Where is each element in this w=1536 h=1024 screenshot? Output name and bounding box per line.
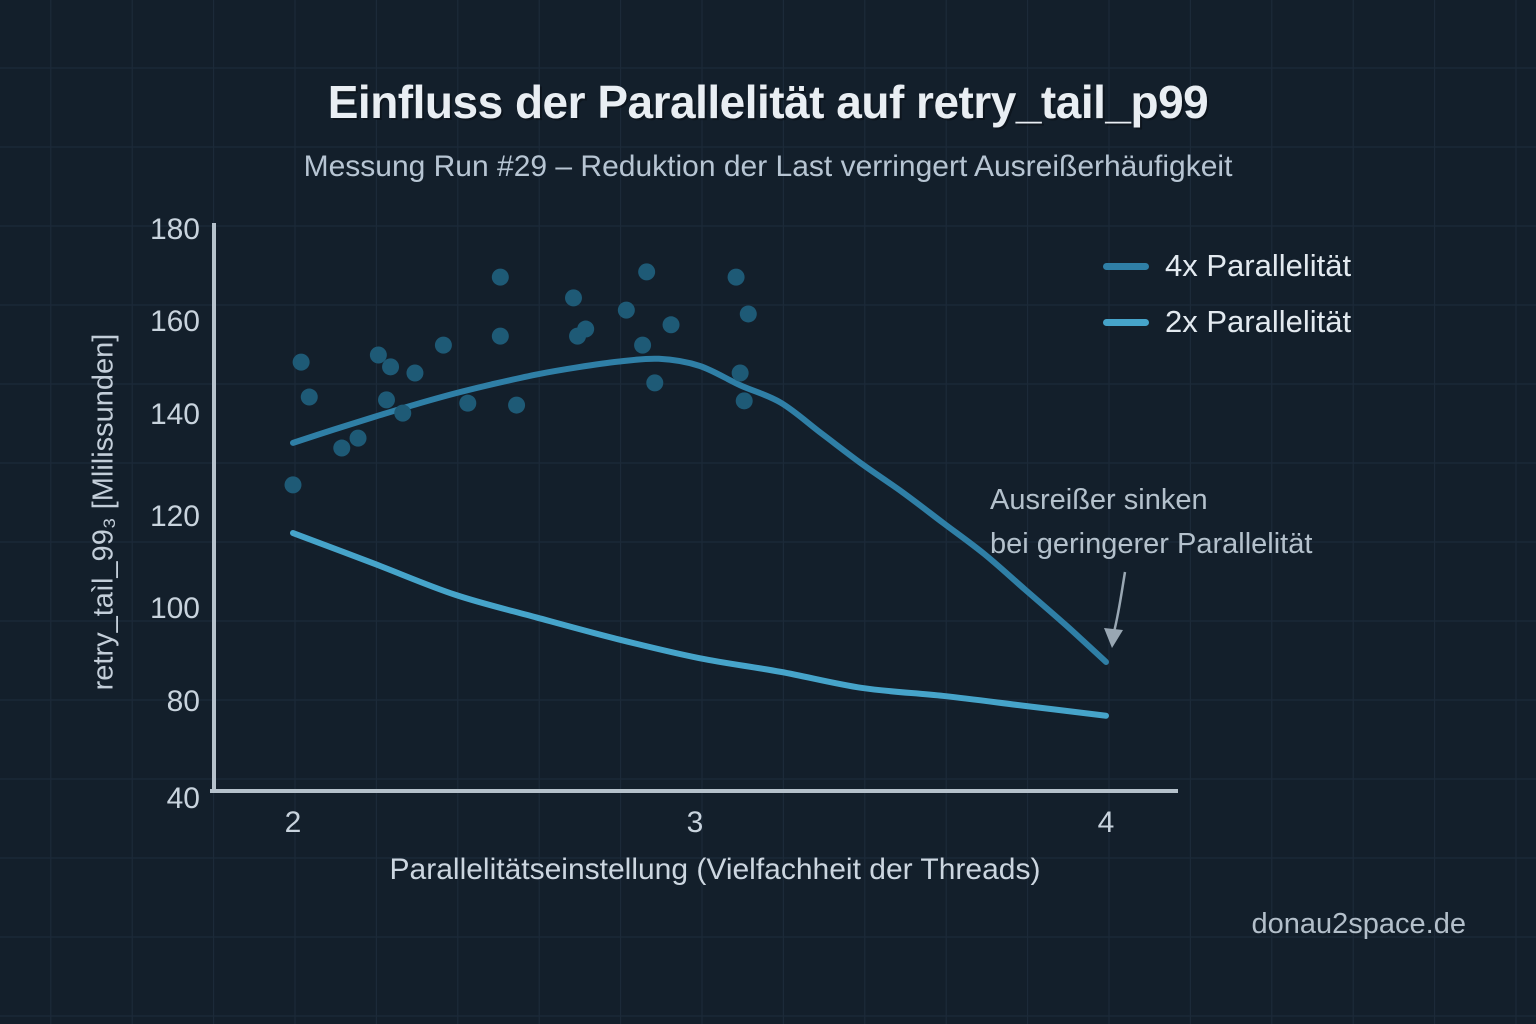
watermark: donau2space.de [1251, 908, 1466, 940]
scatter-point [434, 336, 452, 354]
scatter-point [349, 429, 367, 447]
x-tick-2: 2 [284, 806, 302, 839]
scatter-point [577, 320, 595, 338]
legend-item-4x: 4x Parallelität [1103, 246, 1351, 286]
scatter-point [300, 388, 318, 406]
annotation-line-2: bei geringerer Parallelität [990, 528, 1313, 560]
scatter-point [333, 439, 351, 457]
y-tick-120: 120 [149, 500, 200, 533]
legend-swatch-2x-icon [1103, 318, 1149, 326]
scatter-point [508, 396, 526, 414]
scatter-point [727, 268, 745, 286]
scatter-point [369, 346, 387, 364]
scatter-point [284, 476, 302, 494]
scatter-point [634, 336, 652, 354]
x-axis-label: Parallelitätseinstellung (Vielfachheit d… [389, 853, 1041, 886]
y-tick-100: 100 [149, 592, 200, 625]
scatter-point [646, 374, 664, 392]
annotation-line-1: Ausreißer sinken [990, 484, 1208, 516]
scatter-point [382, 358, 400, 376]
series-line-2x [290, 530, 1109, 719]
annotation-arrow-icon [1104, 571, 1127, 648]
scatter-point [406, 364, 424, 382]
y-tick-40: 40 [166, 782, 200, 815]
scatter-point [377, 391, 395, 409]
scatter-point [491, 327, 509, 345]
annotation-text: Ausreißer sinken bei geringerer Parallel… [990, 478, 1312, 566]
scatter-point [617, 301, 635, 319]
scatter-point [394, 404, 412, 422]
y-tick-160: 160 [149, 305, 200, 338]
legend-label-2x: 2x Parallelität [1165, 304, 1352, 339]
legend-label-4x: 4x Parallelität [1165, 248, 1352, 283]
scatter-point [735, 392, 753, 410]
y-tick-180: 180 [149, 213, 200, 246]
axes [210, 223, 1178, 793]
y-tick-80: 80 [166, 685, 200, 718]
y-tick-140: 140 [149, 398, 200, 431]
x-tick-4: 4 [1097, 806, 1115, 839]
legend-item-2x: 2x Parallelität [1103, 302, 1351, 342]
scatter-point [739, 305, 757, 323]
scatter-point [662, 316, 680, 334]
x-tick-3: 3 [686, 806, 704, 839]
scatter-point [638, 263, 656, 281]
scatter-point [564, 289, 582, 307]
legend-swatch-4x-icon [1103, 262, 1149, 270]
chart-subtitle: Messung Run #29 – Reduktion der Last ver… [303, 150, 1233, 183]
scatter-point [731, 364, 749, 382]
scatter-point [491, 268, 509, 286]
scatter-point [292, 353, 310, 371]
scatter-point [459, 394, 477, 412]
series-line-4x [290, 355, 1109, 665]
chart-title: Einfluss der Parallelität auf retry_tail… [327, 76, 1209, 128]
